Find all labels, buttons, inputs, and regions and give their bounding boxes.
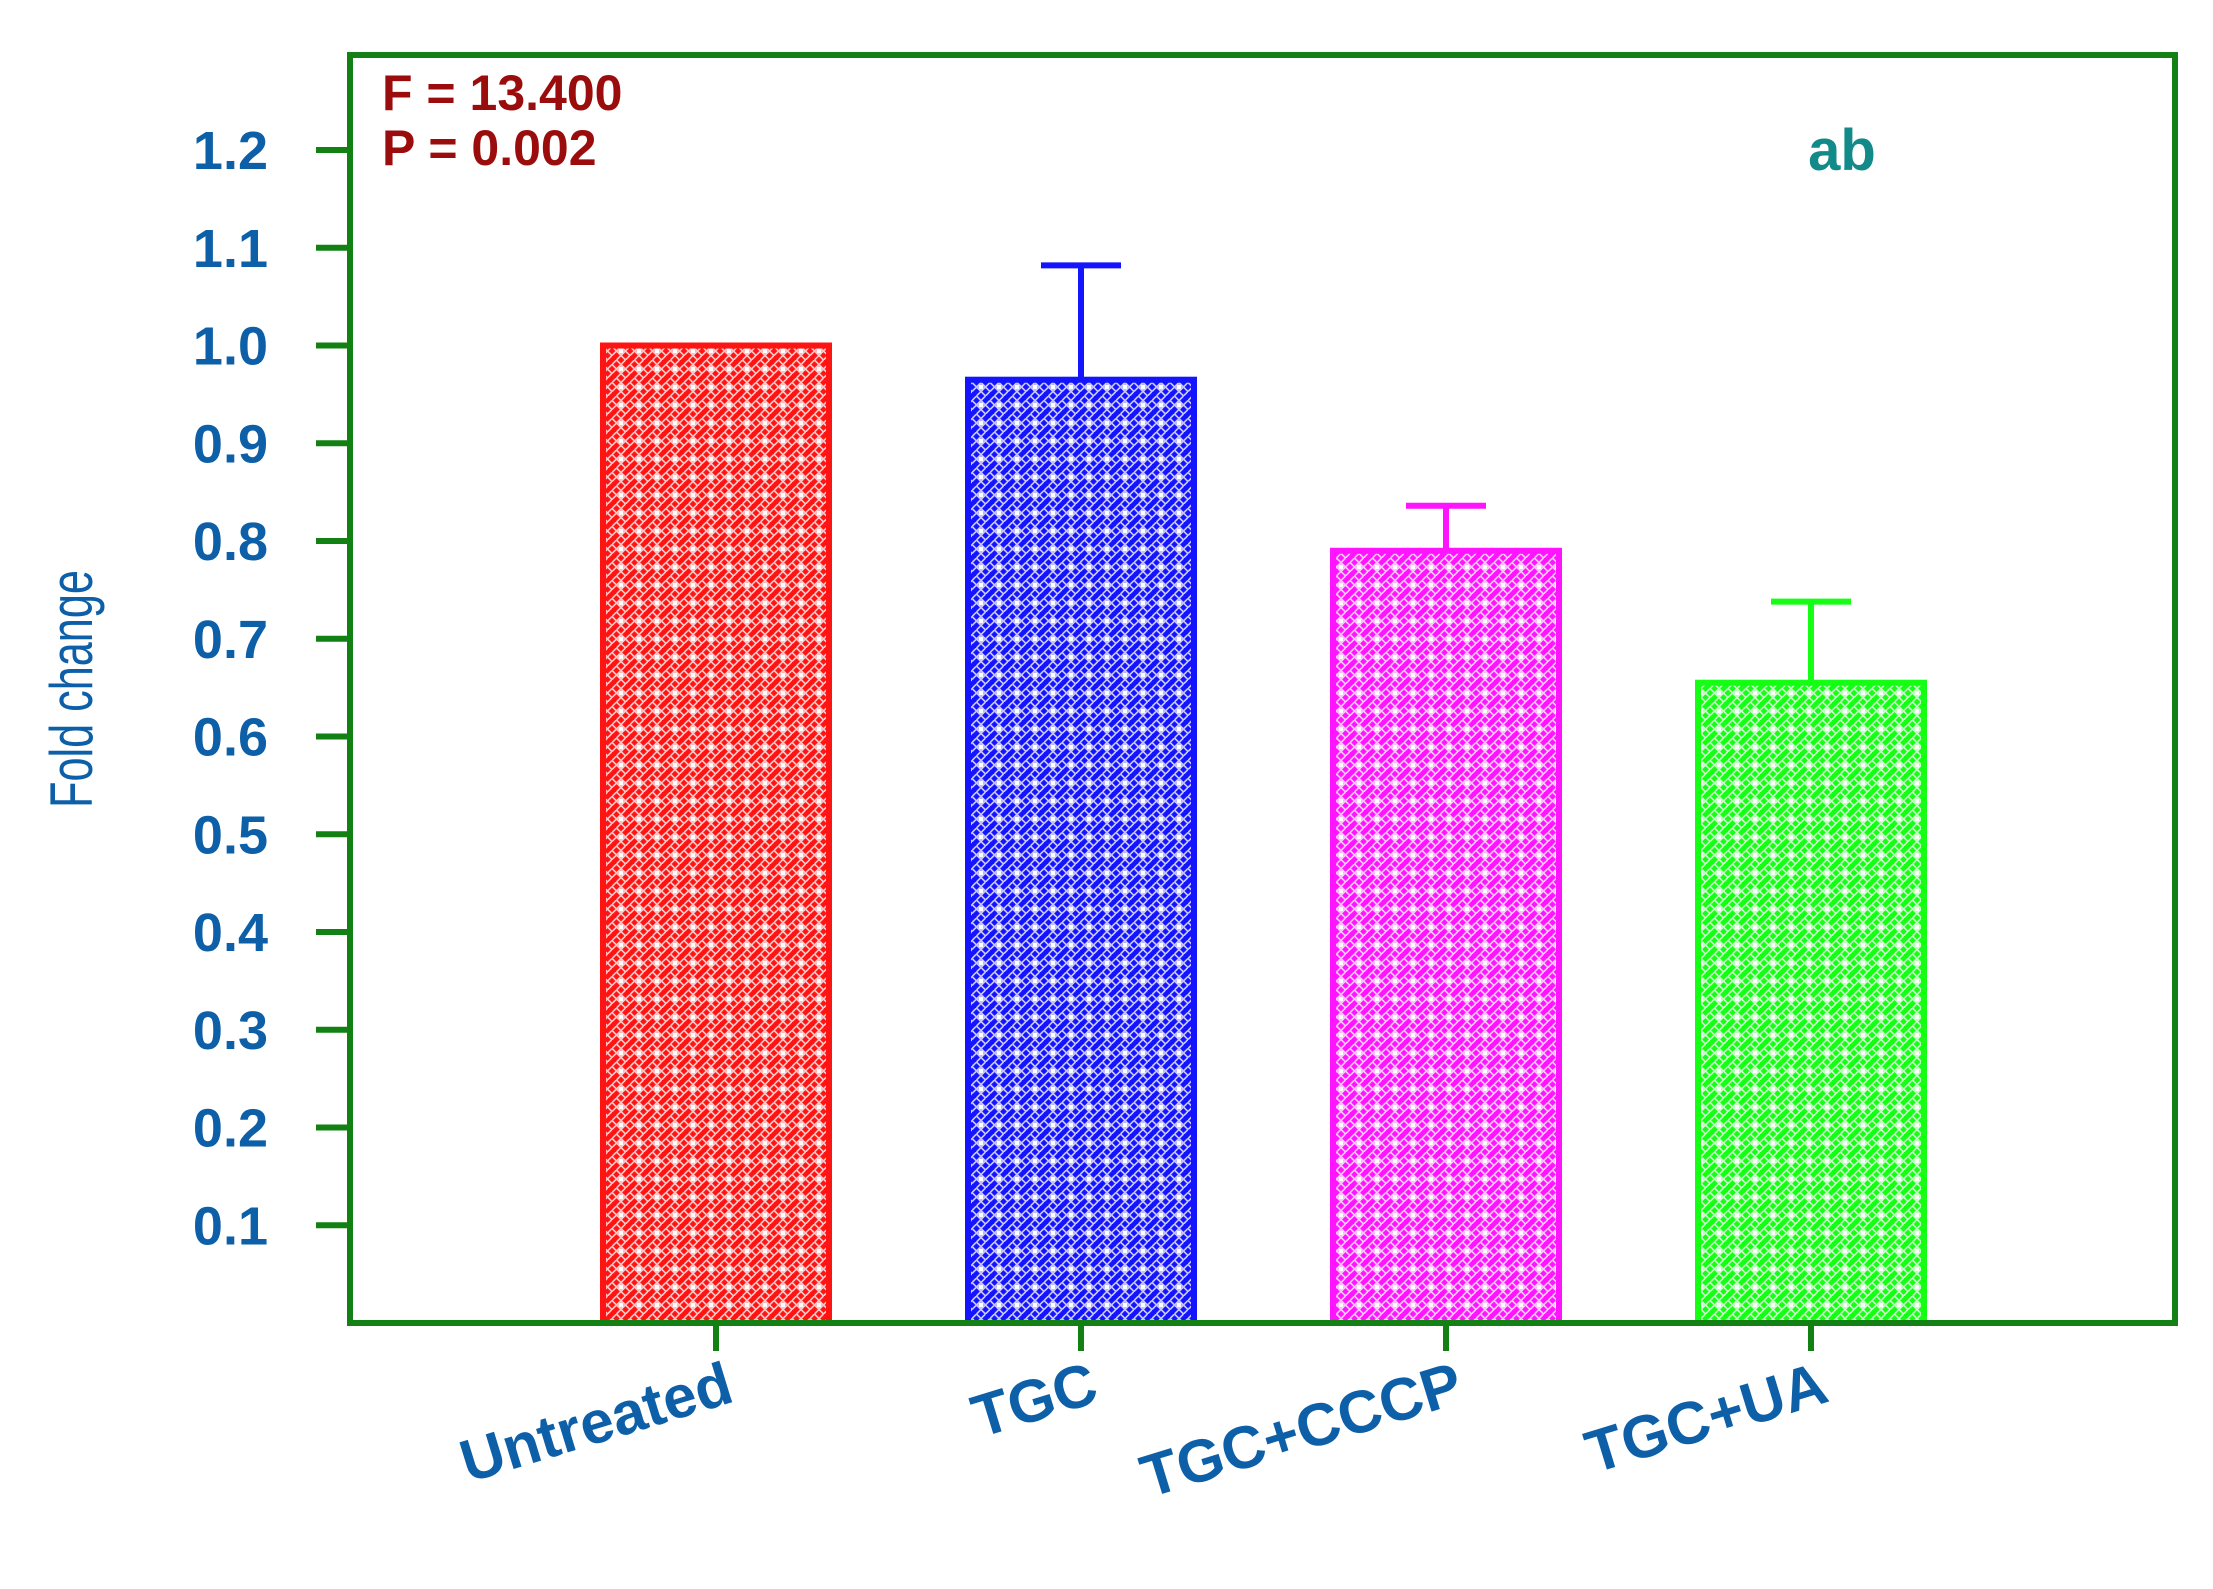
bar-tgc: [965, 376, 1197, 1326]
y-tick-label: 0.2: [193, 1099, 268, 1159]
bar-tgc-ua: [1695, 679, 1927, 1326]
y-tick-label: 0.4: [193, 903, 268, 963]
x-axis: Untreated TGC TGC+CCCP TGC+UA: [452, 1323, 1835, 1510]
y-tick-label: 0.8: [193, 512, 268, 572]
y-tick-label: 0.7: [193, 610, 268, 670]
y-tick-label: 0.6: [193, 708, 268, 768]
x-tick-label: TGC+UA: [1578, 1349, 1835, 1486]
y-tick-label: 1.1: [193, 219, 268, 279]
bars: [600, 262, 1927, 1326]
x-tick-label: TGC: [964, 1349, 1105, 1450]
bar-untreated: [600, 342, 832, 1326]
plot-frame: [347, 52, 2178, 1326]
y-axis-title: Fold change: [39, 570, 106, 808]
stat-p-value: P = 0.002: [382, 120, 597, 176]
x-tick-label: Untreated: [452, 1349, 739, 1495]
stat-f-value: F = 13.400: [382, 65, 622, 121]
y-tick-label: 1.0: [193, 317, 268, 377]
x-tick-label: TGC+CCCP: [1133, 1349, 1470, 1510]
y-tick-label: 0.3: [193, 1001, 268, 1061]
y-tick-label: 0.1: [193, 1196, 268, 1256]
y-tick-label: 0.9: [193, 414, 268, 474]
significance-label: ab: [1808, 118, 1876, 183]
bar-tgc-cccp: [1330, 547, 1562, 1326]
y-tick-label: 0.5: [193, 805, 268, 865]
y-tick-label: 1.2: [193, 121, 268, 181]
y-axis: 0.1 0.2 0.3 0.4 0.5 0.6 0.7 0.8 0.9 1.0 1.1 1.2: [193, 121, 350, 1256]
